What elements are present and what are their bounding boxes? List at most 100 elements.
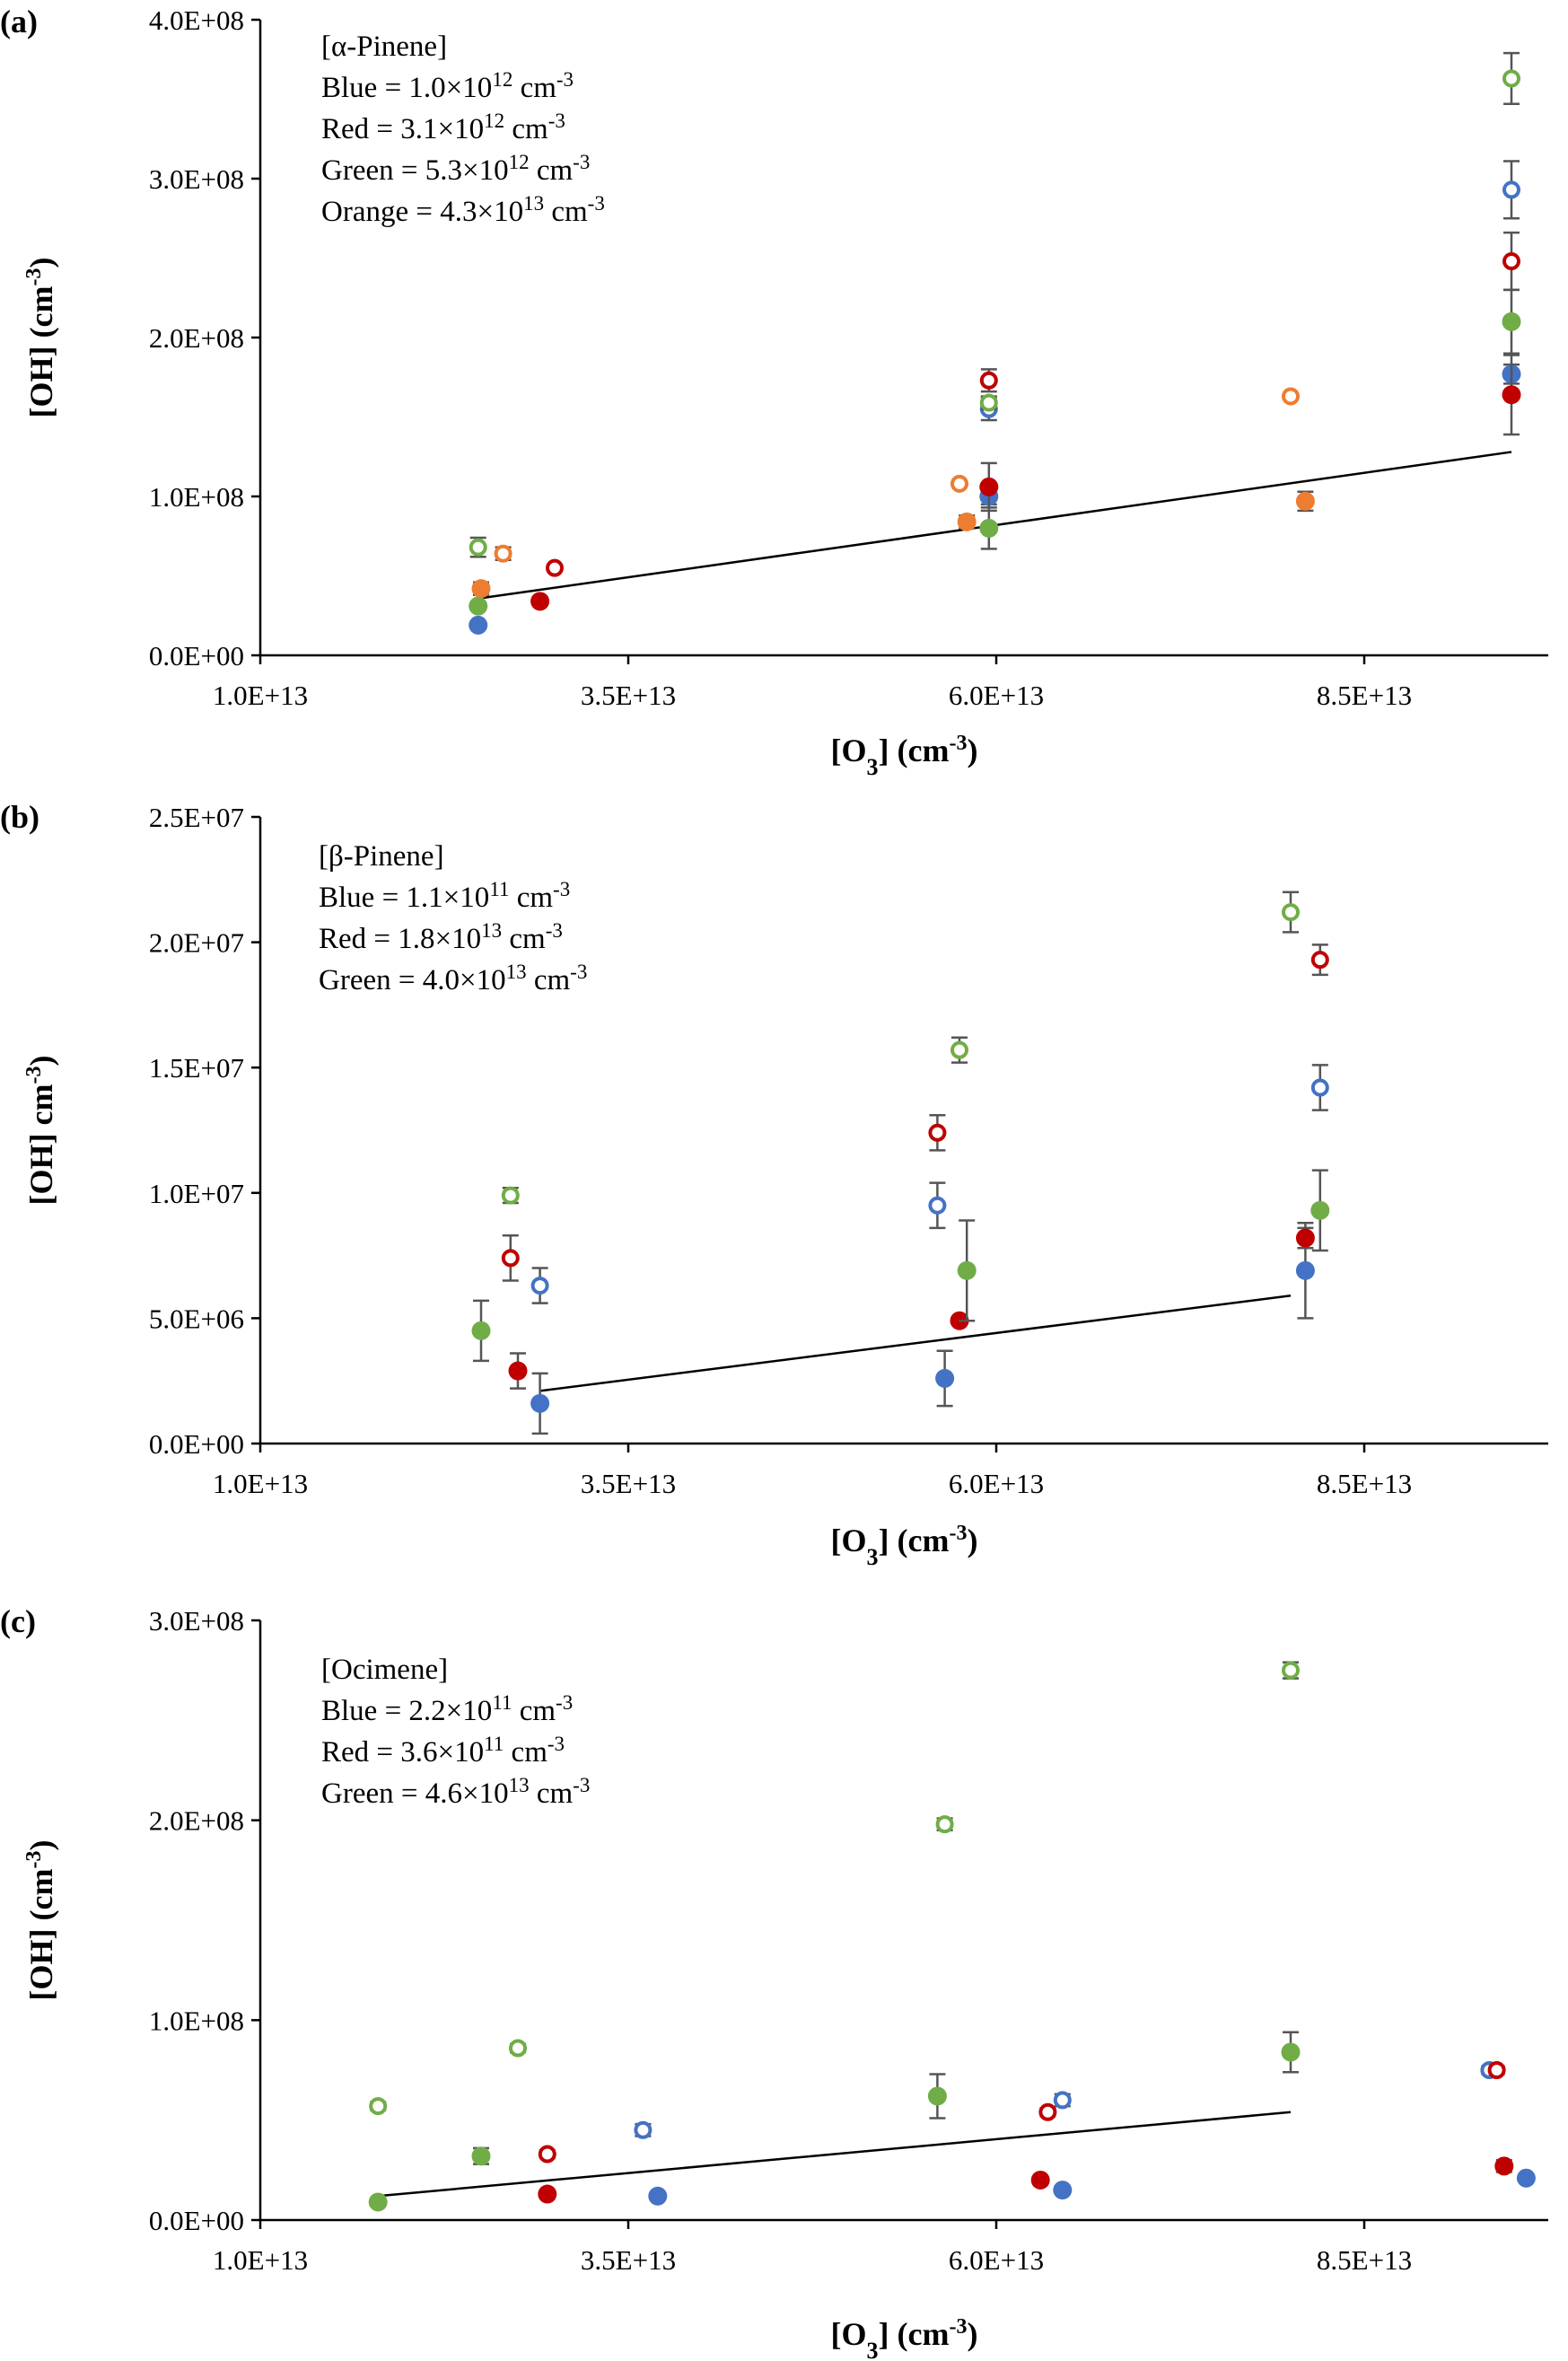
legend-line: Blue = 1.0×1012 cm-3 (321, 68, 574, 105)
data-point-open (1502, 69, 1520, 88)
panel-label: (c) (0, 1603, 36, 1639)
data-point-filled (927, 2086, 947, 2106)
legend-line: [α-Pinene] (321, 31, 447, 63)
y-tick-label: 2.0E+08 (149, 322, 244, 354)
data-point-filled (957, 1260, 977, 1280)
series-open (494, 387, 1300, 563)
data-point-open (1502, 180, 1520, 199)
x-tick-label: 1.0E+13 (213, 1468, 308, 1499)
data-point-open (935, 1815, 954, 1834)
data-point-open (928, 1196, 947, 1215)
data-point-filled (538, 2184, 557, 2204)
legend-line: Green = 4.6×1013 cm-3 (321, 1774, 590, 1811)
legend-line: Orange = 4.3×1013 cm-3 (321, 192, 605, 229)
series-open (979, 160, 1520, 422)
legend-line: Blue = 1.1×1011 cm-3 (319, 878, 570, 915)
y-axis-title: [OH] cm-3) (22, 1056, 59, 1206)
data-point-filled (1053, 2181, 1073, 2200)
data-point-filled (530, 592, 550, 611)
y-tick-label: 0.0E+00 (149, 1428, 244, 1460)
data-point-open (538, 2145, 556, 2164)
data-point-filled (508, 1361, 528, 1381)
fit-line (539, 1295, 1292, 1392)
x-tick-label: 1.0E+13 (213, 2244, 308, 2276)
panel-label: (b) (0, 799, 39, 835)
y-tick-label: 2.0E+07 (149, 927, 244, 959)
series-filled (530, 1222, 1315, 1435)
data-point-open (509, 2039, 527, 2058)
x-axis-title: [O3] (cm-3) (831, 2315, 978, 2361)
x-tick-label: 3.5E+13 (581, 2244, 676, 2276)
y-axis-title: [OH] (cm-3) (22, 1840, 59, 2001)
y-tick-label: 1.0E+08 (149, 2005, 244, 2036)
data-point-open (469, 538, 487, 557)
data-point-filled (979, 518, 999, 538)
data-point-filled (957, 512, 977, 531)
data-point-filled (1516, 2168, 1536, 2188)
series-open (530, 1064, 1329, 1304)
data-point-open (1282, 387, 1300, 406)
y-tick-label: 4.0E+08 (149, 4, 244, 36)
data-point-filled (368, 2192, 388, 2212)
chart-ocimene: (c) 0.0E+00 1.0E+08 2.0E+08 3.0E+08 1.0E+13 3.… (0, 1603, 1548, 2361)
panel-c-ocimene: (c) 0.0E+00 1.0E+08 2.0E+08 3.0E+08 1.0E+13 3.… (0, 1580, 1568, 2361)
data-point-open (494, 544, 512, 563)
data-point-filled (935, 1368, 955, 1388)
data-point-open (1310, 1078, 1329, 1097)
data-point-open (950, 1040, 968, 1059)
y-tick-label: 0.0E+00 (149, 2205, 244, 2236)
data-point-filled (1030, 2170, 1050, 2190)
data-point-filled (1494, 2156, 1514, 2176)
data-point-filled (1295, 491, 1315, 511)
series-open (538, 2061, 1506, 2164)
data-point-open (1282, 903, 1300, 922)
data-point-open (501, 1186, 520, 1205)
data-point-open (1282, 1661, 1300, 1680)
series-filled (471, 490, 1315, 599)
x-axis-title: [O3] (cm-3) (831, 732, 978, 780)
series-open (369, 1661, 1300, 2116)
data-point-open (928, 1123, 947, 1142)
data-point-filled (648, 2186, 668, 2206)
x-tick-label: 3.5E+13 (581, 680, 676, 711)
x-tick-label: 3.5E+13 (581, 1468, 676, 1499)
x-tick-label: 6.0E+13 (949, 2244, 1044, 2276)
data-point-filled (1295, 1228, 1315, 1248)
legend-line: Red = 1.8×1013 cm-3 (319, 919, 563, 956)
x-tick-label: 8.5E+13 (1317, 680, 1412, 711)
data-point-open (1038, 2102, 1057, 2121)
legend-line: Red = 3.6×1011 cm-3 (321, 1733, 565, 1769)
series-filled (368, 2031, 1301, 2212)
data-point-filled (471, 2146, 491, 2166)
data-point-filled (471, 1321, 491, 1340)
y-tick-label: 1.0E+08 (149, 481, 244, 513)
legend-line: Green = 5.3×1012 cm-3 (321, 151, 590, 188)
series-filled (471, 1169, 1330, 1363)
x-tick-label: 6.0E+13 (949, 680, 1044, 711)
data-point-filled (1502, 385, 1521, 405)
panel-b-beta-pinene: (b) 0.0E+00 5.0E+06 1.0E+07 1.5E+07 2.0E+07 2.… (0, 790, 1568, 1580)
x-axis-title: [O3] (cm-3) (831, 1522, 978, 1570)
series-open (634, 2061, 1499, 2139)
x-tick-label: 6.0E+13 (949, 1468, 1044, 1499)
data-point-open (369, 2097, 388, 2116)
x-tick-label: 8.5E+13 (1317, 2244, 1412, 2276)
y-tick-label: 3.0E+08 (149, 1605, 244, 1637)
x-tick-label: 8.5E+13 (1317, 1468, 1412, 1499)
data-point-open (1487, 2061, 1506, 2079)
y-tick-label: 5.0E+06 (149, 1303, 244, 1334)
panel-a-alpha-pinene: (a) 0.0E+00 1.0E+08 2.0E+08 3.0E+08 4.0E+08 1.… (0, 0, 1568, 790)
legend-line: [β-Pinene] (319, 840, 444, 873)
legend-line: Red = 3.1×1012 cm-3 (321, 110, 565, 146)
data-point-filled (469, 615, 488, 635)
y-tick-label: 0.0E+00 (149, 640, 244, 671)
data-point-open (1310, 951, 1329, 970)
y-tick-label: 2.5E+07 (149, 802, 244, 833)
series-filled (530, 354, 1521, 611)
series-open (469, 51, 1520, 558)
chart-beta-pinene: (b) 0.0E+00 5.0E+06 1.0E+07 1.5E+07 2.0E+07 2.… (0, 799, 1548, 1570)
data-point-open (1053, 2091, 1072, 2110)
series-filled (469, 288, 1521, 616)
data-point-open (501, 1249, 520, 1268)
data-point-filled (1295, 1260, 1315, 1280)
